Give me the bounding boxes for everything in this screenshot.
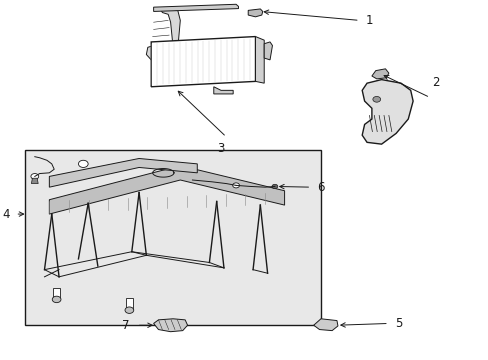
Polygon shape [371,69,388,79]
Text: 6: 6 [316,181,324,194]
Polygon shape [31,178,38,184]
Polygon shape [146,8,180,63]
Polygon shape [53,288,60,298]
Polygon shape [255,37,264,83]
Polygon shape [213,87,233,94]
Polygon shape [126,298,133,309]
Text: 5: 5 [394,317,401,330]
Polygon shape [264,42,272,60]
Bar [25,149,320,325]
Text: 3: 3 [217,142,224,156]
Polygon shape [49,166,284,214]
Circle shape [232,183,239,188]
Text: 7: 7 [122,319,129,332]
Circle shape [372,96,380,102]
Circle shape [78,160,88,167]
Polygon shape [151,37,255,87]
Circle shape [31,174,39,179]
Polygon shape [153,319,187,332]
Polygon shape [248,9,262,17]
Polygon shape [49,158,197,187]
Text: 1: 1 [365,14,372,27]
Text: 2: 2 [431,76,439,89]
Circle shape [125,307,134,314]
Text: 4: 4 [2,208,10,221]
Polygon shape [362,80,412,144]
Circle shape [52,296,61,303]
Polygon shape [313,319,337,330]
Circle shape [271,184,277,189]
Polygon shape [153,4,238,12]
